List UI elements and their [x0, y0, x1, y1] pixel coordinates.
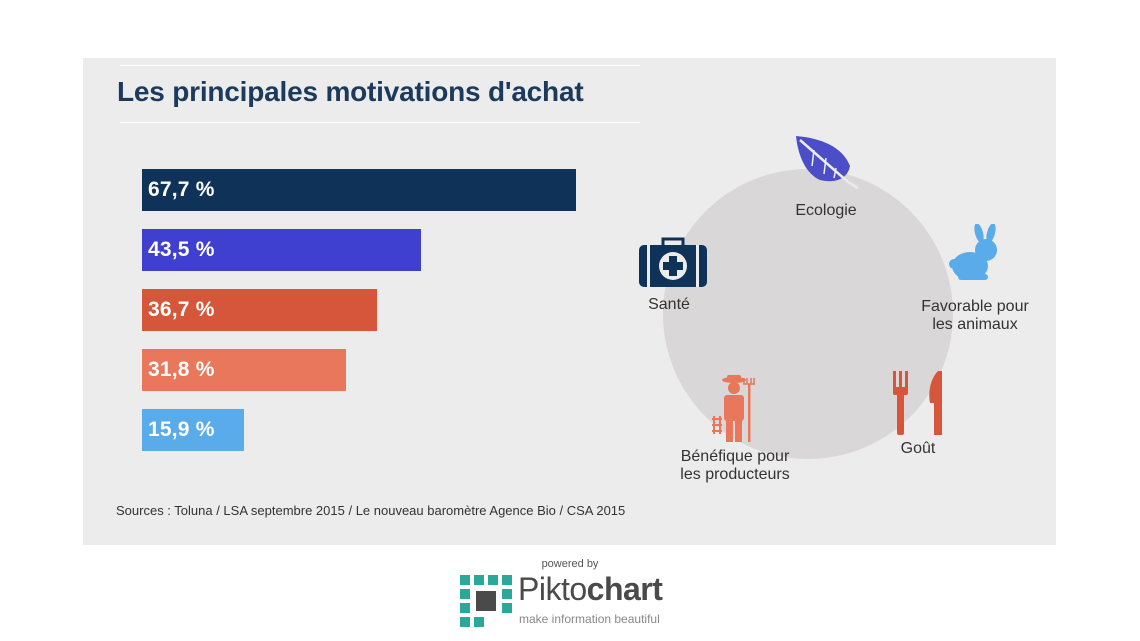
bar-4: 31,8 %: [142, 349, 346, 391]
medical-kit-icon: [639, 237, 707, 287]
powered-by-text: powered by: [541, 558, 599, 570]
title-rule-bottom: [120, 122, 640, 123]
label-producteurs: Bénéfique pour les producteurs: [655, 448, 815, 484]
farmer-icon: [712, 375, 755, 442]
fork-knife-icon: [893, 371, 942, 435]
piktochart-logo-icon[interactable]: [460, 575, 512, 627]
source-note: Sources : Toluna / LSA septembre 2015 / …: [116, 503, 626, 518]
brand-tagline: make information beautiful: [519, 612, 660, 626]
bar-value-label: 67,7 %: [148, 178, 215, 201]
leaf-icon: [796, 136, 859, 190]
label-animaux-text: Favorable pour les animaux: [921, 298, 1029, 333]
page-title: Les principales motivations d'achat: [117, 76, 584, 107]
bar-value-label: 43,5 %: [148, 238, 215, 261]
rabbit-icon: [949, 224, 997, 280]
motivation-circle: [663, 169, 953, 459]
bar-value-label: 31,8 %: [148, 358, 215, 381]
bar-1: 67,7 %: [142, 169, 576, 211]
label-ecologie: Ecologie: [795, 202, 857, 219]
bar-3: 36,7 %: [142, 289, 377, 331]
bar-value-label: 15,9 %: [148, 418, 215, 441]
brand-regular: Pikto: [518, 571, 587, 607]
bar-5: 15,9 %: [142, 409, 244, 451]
label-sante: Santé: [648, 296, 690, 313]
brand-bold: chart: [586, 571, 663, 607]
bar-value-label: 36,7 %: [148, 298, 215, 321]
label-animaux: Favorable pour les animaux: [900, 298, 1050, 334]
title-rule-top: [120, 65, 640, 66]
label-gout: Goût: [900, 440, 936, 457]
label-producteurs-text: Bénéfique pour les producteurs: [680, 448, 790, 483]
piktochart-brand[interactable]: Piktochart: [518, 571, 663, 608]
bar-2: 43,5 %: [142, 229, 421, 271]
